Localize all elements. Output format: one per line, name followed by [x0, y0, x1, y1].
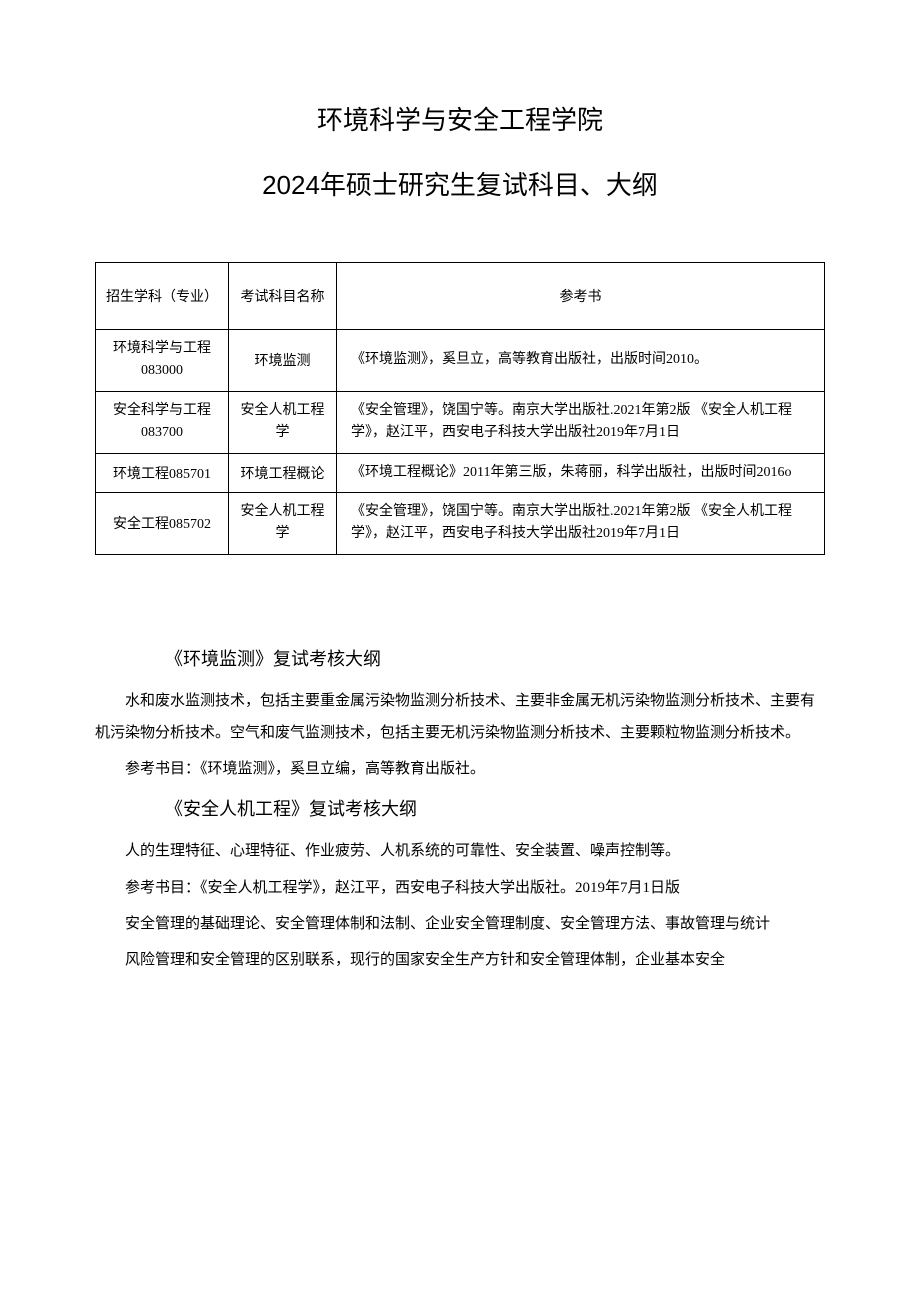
header-col2: 考试科目名称: [229, 263, 337, 330]
cell-major: 环境工程085701: [96, 453, 229, 492]
cell-major-name: 安全科学与工程: [102, 400, 222, 422]
cell-reference: 《环境工程概论》2011年第三版，朱蒋丽，科学出版社，出版时间2016o: [337, 453, 825, 492]
section-paragraph: 水和废水监测技术，包括主要重金属污染物监测分析技术、主要非金属无机污染物监测分析…: [95, 685, 825, 750]
cell-subject: 环境工程概论: [229, 453, 337, 492]
cell-subject-l2: 学: [235, 523, 330, 545]
section-heading-safety-ergonomics: 《安全人机工程》复试考核大纲: [165, 795, 825, 821]
section-paragraph: 安全管理的基础理论、安全管理体制和法制、企业安全管理制度、安全管理方法、事故管理…: [95, 908, 825, 940]
page-title-line1: 环境科学与安全工程学院: [95, 100, 825, 137]
table-row: 环境科学与工程 083000 环境监测 《环境监测》，奚旦立，高等教育出版社，出…: [96, 330, 825, 392]
cell-reference: 《安全管理》，饶国宁等。南京大学出版社.2021年第2版 《安全人机工程学》，赵…: [337, 492, 825, 554]
table-row: 安全工程085702 安全人机工程 学 《安全管理》，饶国宁等。南京大学出版社.…: [96, 492, 825, 554]
cell-major-name: 环境科学与工程: [102, 338, 222, 360]
cell-subject-l2: 学: [235, 422, 330, 444]
section-paragraph: 参考书目：《环境监测》，奚旦立编，高等教育出版社。: [95, 753, 825, 785]
section-paragraph: 人的生理特征、心理特征、作业疲劳、人机系统的可靠性、安全装置、噪声控制等。: [95, 835, 825, 867]
cell-major-code: 083700: [102, 422, 222, 444]
table-header-row: 招生学科（专业） 考试科目名称 参考书: [96, 263, 825, 330]
cell-subject-l1: 安全人机工程: [235, 501, 330, 523]
page-title-line2: 2024年硕士研究生复试科目、大纲: [95, 165, 825, 202]
table-row: 环境工程085701 环境工程概论 《环境工程概论》2011年第三版，朱蒋丽，科…: [96, 453, 825, 492]
cell-subject: 安全人机工程 学: [229, 492, 337, 554]
section-heading-env-monitoring: 《环境监测》复试考核大纲: [165, 645, 825, 671]
cell-major: 安全工程085702: [96, 492, 229, 554]
cell-subject: 环境监测: [229, 330, 337, 392]
cell-reference: 《环境监测》，奚旦立，高等教育出版社，出版时间2010。: [337, 330, 825, 392]
section-paragraph: 风险管理和安全管理的区别联系，现行的国家安全生产方针和安全管理体制，企业基本安全: [95, 944, 825, 976]
section-paragraph: 参考书目：《安全人机工程学》，赵江平，西安电子科技大学出版社。2019年7月1日…: [95, 872, 825, 904]
cell-reference: 《安全管理》，饶国宁等。南京大学出版社.2021年第2版 《安全人机工程学》，赵…: [337, 391, 825, 453]
cell-major: 环境科学与工程 083000: [96, 330, 229, 392]
cell-major-code: 083000: [102, 360, 222, 382]
cell-subject: 安全人机工程 学: [229, 391, 337, 453]
cell-subject-l1: 安全人机工程: [235, 400, 330, 422]
table-row: 安全科学与工程 083700 安全人机工程 学 《安全管理》，饶国宁等。南京大学…: [96, 391, 825, 453]
cell-major: 安全科学与工程 083700: [96, 391, 229, 453]
subjects-table: 招生学科（专业） 考试科目名称 参考书 环境科学与工程 083000 环境监测 …: [95, 262, 825, 555]
header-col3: 参考书: [337, 263, 825, 330]
header-col1: 招生学科（专业）: [96, 263, 229, 330]
